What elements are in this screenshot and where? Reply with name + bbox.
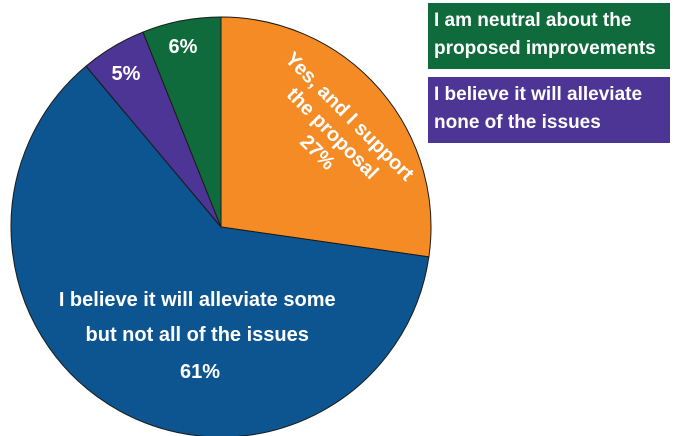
pie-slice-support	[220, 16, 432, 258]
legend-item-none-line2: none of the issues	[434, 112, 601, 133]
legend-item-neutral-line1: I am neutral about the	[434, 10, 632, 31]
pie-slices	[10, 16, 432, 436]
pie-slice-neutral	[142, 16, 222, 228]
legend-item-none-line1: I believe it will alleviate	[434, 84, 643, 105]
legend-item-neutral-line2: proposed improvements	[434, 38, 656, 59]
slice-label-blue: I believe it will alleviate some but not…	[59, 289, 341, 383]
pie-slice-some	[10, 65, 430, 436]
slice-label-purple: 5%	[112, 63, 141, 85]
slice-label-green: 6%	[169, 36, 198, 58]
legend-item-neutral: I am neutral about the proposed improvem…	[428, 3, 670, 69]
legend-item-none: I believe it will alleviate none of the …	[428, 77, 670, 143]
